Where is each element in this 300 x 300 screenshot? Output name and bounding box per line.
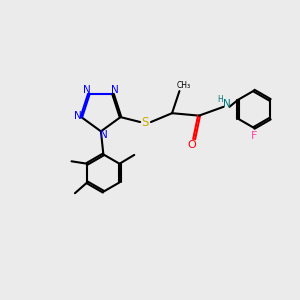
Text: N: N <box>223 99 231 110</box>
Text: N: N <box>100 130 107 140</box>
Text: CH₃: CH₃ <box>176 81 190 90</box>
Text: F: F <box>251 131 257 141</box>
Text: N: N <box>74 111 81 121</box>
Text: N: N <box>111 85 119 95</box>
Text: H: H <box>217 95 223 104</box>
Text: O: O <box>187 140 196 150</box>
Text: N: N <box>83 85 91 95</box>
Text: S: S <box>141 116 149 128</box>
